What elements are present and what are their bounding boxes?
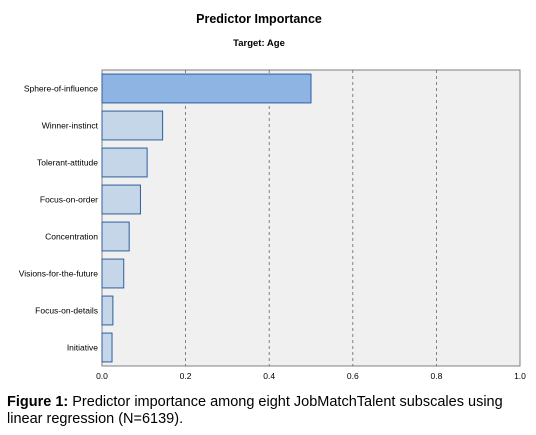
- category-label: Tolerant-attitude: [37, 158, 98, 168]
- category-label: Focus-on-order: [40, 195, 98, 205]
- category-label: Winner-instinct: [42, 121, 99, 131]
- bar-sphere-of-influence: [101, 73, 312, 104]
- category-label: Focus-on-details: [35, 306, 98, 316]
- figure-caption: Figure 1: Predictor importance among eig…: [7, 394, 532, 428]
- category-label: Concentration: [45, 232, 98, 242]
- x-tick-label: 0.2: [180, 371, 192, 381]
- x-tick-label: 1.0: [514, 371, 526, 381]
- bar-focus-on-details: [101, 295, 114, 326]
- grid-lines: [185, 70, 437, 366]
- caption-text: Predictor importance among eight JobMatc…: [7, 394, 503, 427]
- predictor-importance-chart: Predictor Importance Target: Age Sphere-…: [19, 12, 526, 381]
- x-tick-label: 0.8: [430, 371, 442, 381]
- caption-label: Figure 1:: [7, 394, 69, 410]
- bar-winner-instinct: [101, 110, 164, 141]
- bar-visions-for-the-future: [101, 258, 125, 289]
- x-tick-label: 0.0: [96, 371, 108, 381]
- bar-focus-on-order: [101, 184, 141, 215]
- bar-tolerant-attitude: [101, 147, 148, 178]
- plot-area: [101, 69, 521, 367]
- category-labels: Sphere-of-influence Winner-instinct Tolera…: [19, 84, 99, 353]
- category-label: Sphere-of-influence: [24, 84, 98, 94]
- x-tick-label: 0.4: [263, 371, 275, 381]
- bar-initiative: [101, 332, 113, 363]
- x-axis-ticks: 0.0 0.2 0.4 0.6 0.8 1.0: [96, 371, 526, 381]
- bar-concentration: [101, 221, 130, 252]
- chart-title: Predictor Importance: [196, 12, 322, 26]
- x-tick-label: 0.6: [347, 371, 359, 381]
- bars: [101, 73, 312, 363]
- chart-subtitle: Target: Age: [233, 38, 285, 49]
- category-label: Visions-for-the-future: [19, 269, 98, 279]
- category-label: Initiative: [67, 343, 98, 353]
